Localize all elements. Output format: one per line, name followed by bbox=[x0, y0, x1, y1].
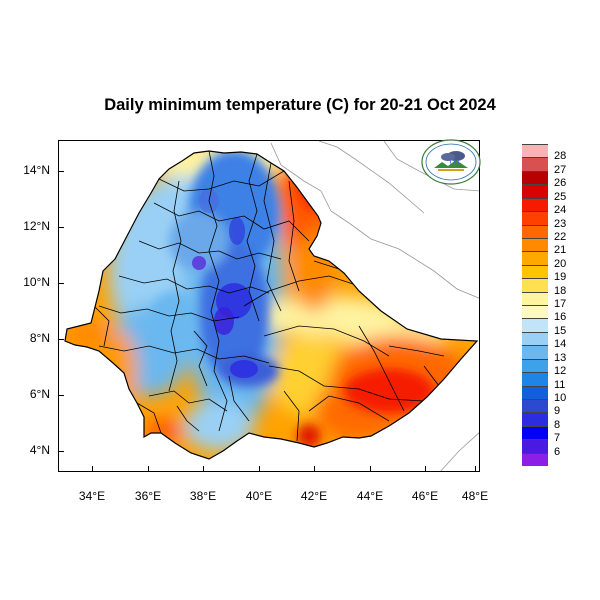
country-outline bbox=[64, 150, 479, 460]
colorbar-cell bbox=[522, 385, 548, 400]
x-tick-mark bbox=[92, 466, 93, 472]
x-tick-mark bbox=[203, 466, 204, 472]
y-tick-mark bbox=[58, 171, 64, 172]
colorbar-label: 22 bbox=[554, 230, 567, 243]
colorbar-label: 12 bbox=[554, 365, 567, 378]
colorbar-label: 8 bbox=[554, 418, 561, 431]
temperature-field bbox=[65, 151, 477, 459]
colorbar-label: 7 bbox=[554, 432, 561, 445]
colorbar-cell bbox=[522, 211, 548, 225]
x-tick-mark bbox=[425, 466, 426, 472]
colorbar-label: 6 bbox=[554, 445, 561, 458]
colorbar-cell bbox=[522, 144, 548, 158]
coastline-arabia bbox=[383, 141, 479, 192]
x-tick-label: 38°E bbox=[189, 489, 217, 503]
colorbar-cell bbox=[522, 291, 548, 306]
y-tick-mark bbox=[58, 451, 64, 452]
y-tick-label: 4°N bbox=[29, 443, 50, 457]
red-sea-coastline bbox=[270, 142, 479, 299]
colorbar-label: 10 bbox=[554, 391, 567, 404]
colorbar-cell bbox=[522, 170, 548, 185]
x-tick-mark bbox=[148, 466, 149, 472]
colorbar-cell bbox=[522, 398, 548, 413]
colorbar-label: 14 bbox=[554, 338, 567, 351]
colorbar-label: 13 bbox=[554, 351, 567, 364]
x-tick-label: 46°E bbox=[411, 489, 439, 503]
y-tick-label: 14°N bbox=[23, 163, 50, 177]
colorbar-cell bbox=[522, 197, 548, 212]
x-tick-mark bbox=[314, 466, 315, 472]
x-tick-mark bbox=[259, 466, 260, 472]
colorbar-cell bbox=[522, 157, 548, 172]
x-tick-mark bbox=[475, 466, 476, 472]
colorbar-cell bbox=[522, 412, 548, 427]
admin-boundaries bbox=[94, 151, 455, 442]
colorbar-label: 11 bbox=[554, 378, 566, 391]
y-tick-mark bbox=[58, 339, 64, 340]
colorbar-cell bbox=[522, 224, 548, 239]
colorbar-label: 15 bbox=[554, 324, 567, 337]
x-tick-label: 34°E bbox=[78, 489, 106, 503]
y-tick-label: 8°N bbox=[29, 331, 50, 345]
y-tick-label: 6°N bbox=[29, 387, 50, 401]
border-line-north bbox=[318, 141, 425, 214]
map-title: Daily minimum temperature (C) for 20-21 … bbox=[104, 96, 496, 114]
y-tick-mark bbox=[58, 227, 64, 228]
colorbar-label: 28 bbox=[554, 150, 567, 163]
colorbar-cell bbox=[522, 251, 548, 266]
colorbar-label: 18 bbox=[554, 284, 567, 297]
colorbar-label: 20 bbox=[554, 257, 567, 270]
x-tick-label: 40°E bbox=[245, 489, 273, 503]
colorbar-cell bbox=[522, 439, 548, 454]
colorbar-cell bbox=[522, 425, 548, 440]
colorbar-cell bbox=[522, 184, 548, 199]
colorbar-cell bbox=[522, 372, 548, 386]
colorbar-label: 17 bbox=[554, 298, 567, 310]
x-tick-mark bbox=[370, 466, 371, 472]
colorbar-label: 27 bbox=[554, 163, 567, 176]
colorbar-label: 26 bbox=[554, 177, 567, 190]
colorbar-cell bbox=[522, 237, 548, 252]
colorbar-cell bbox=[522, 331, 548, 346]
colorbar-cell bbox=[522, 345, 548, 360]
temperature-map bbox=[64, 141, 479, 471]
colorbar-label: 23 bbox=[554, 217, 567, 230]
colorbar-label: 19 bbox=[554, 271, 567, 284]
y-tick-mark bbox=[58, 283, 64, 284]
x-tick-label: 42°E bbox=[300, 489, 328, 503]
x-tick-label: 36°E bbox=[134, 489, 162, 503]
x-tick-label: 48°E bbox=[461, 489, 489, 503]
colorbar-label: 9 bbox=[554, 405, 561, 418]
y-tick-mark bbox=[58, 395, 64, 396]
colorbar-label: 21 bbox=[554, 244, 567, 257]
colorbar-cell bbox=[522, 358, 548, 373]
x-tick-label: 44°E bbox=[356, 489, 384, 503]
map-plot-area bbox=[58, 140, 480, 472]
colorbar-cell bbox=[522, 264, 548, 279]
colorbar bbox=[522, 144, 548, 467]
y-tick-label: 10°N bbox=[23, 275, 50, 289]
colorbar-label: 24 bbox=[554, 204, 567, 217]
colorbar-label: 25 bbox=[554, 190, 567, 203]
coastline-somalia bbox=[440, 432, 479, 471]
y-tick-label: 12°N bbox=[23, 219, 50, 233]
colorbar-cell bbox=[522, 318, 548, 333]
colorbar-label: 16 bbox=[554, 311, 567, 324]
colorbar-cell bbox=[522, 452, 548, 467]
colorbar-cell bbox=[522, 278, 548, 293]
colorbar-cell bbox=[522, 305, 548, 319]
ethiopian-meteorology-institute-logo bbox=[421, 139, 481, 185]
